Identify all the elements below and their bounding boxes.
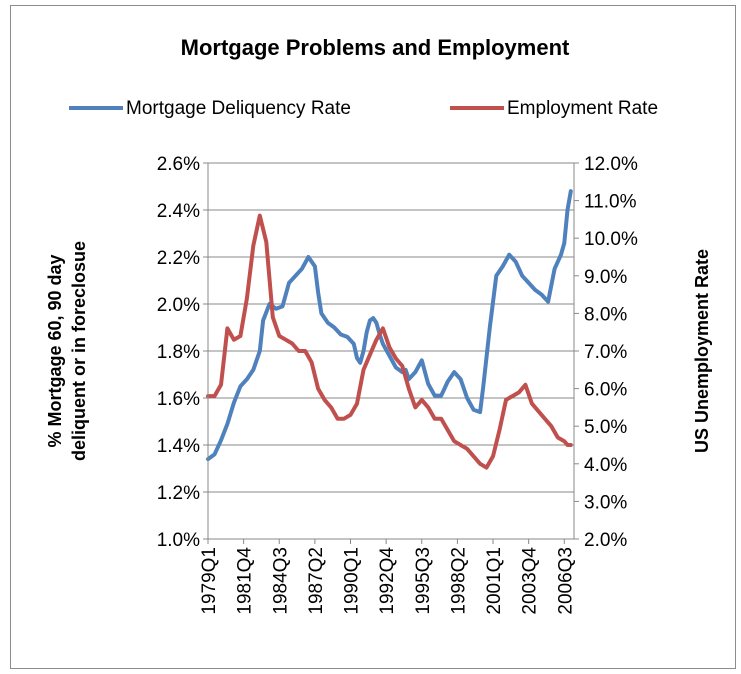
x-tick-label: 1987Q2 [306, 547, 327, 615]
x-tick-label: 2003Q4 [520, 547, 541, 615]
chart-title: Mortgage Problems and Employment [181, 35, 570, 60]
right-tick-label: 3.0% [584, 492, 627, 513]
left-tick-label: 1.6% [157, 389, 200, 410]
chart-frame: Mortgage Problems and Employment Mortgag… [10, 5, 736, 669]
left-axis-label-line1: % Mortgage 60, 90 day [45, 254, 65, 447]
series-line-mortgage [206, 189, 573, 462]
series-line-employment [206, 213, 573, 470]
x-tick-label: 1992Q4 [377, 547, 398, 615]
legend-label-mortgage: Mortgage Deliquency Rate [126, 98, 351, 119]
x-tick-label: 1998Q2 [448, 547, 469, 615]
right-tick-label: 2.0% [584, 530, 627, 551]
legend: Mortgage Deliquency Rate Employment Rate [69, 98, 658, 119]
left-tick-label: 1.2% [157, 483, 200, 504]
series-layer [206, 189, 573, 470]
left-tick-label: 2.4% [157, 201, 200, 222]
x-tick-label: 1981Q4 [235, 547, 256, 615]
right-tick-label: 7.0% [584, 342, 627, 363]
right-tick-label: 10.0% [584, 229, 638, 250]
x-tick-label: 2001Q1 [484, 547, 505, 615]
right-tick-label: 6.0% [584, 380, 627, 401]
x-tick-label: 1990Q1 [342, 547, 363, 615]
left-tick-label: 2.0% [157, 295, 200, 316]
left-tick-label: 1.8% [157, 342, 200, 363]
x-tick-label: 2006Q3 [555, 547, 576, 615]
right-axis-ticks: 2.0% 3.0% 4.0% 5.0% 6.0% 7.0% 8.0% 9.0% 10.0% 11.… [574, 154, 638, 551]
x-tick-label: 1984Q3 [270, 547, 291, 615]
left-tick-label: 2.6% [157, 154, 200, 175]
left-axis-ticks: 1.0% 1.2% 1.4% 1.6% 1.8% 2.0% 2.2% 2.4% 2.6% [157, 154, 208, 551]
x-tick-label: 1979Q1 [199, 547, 220, 615]
legend-label-employment: Employment Rate [507, 98, 658, 119]
right-tick-label: 11.0% [584, 192, 637, 213]
left-tick-label: 1.4% [157, 436, 200, 457]
x-axis-ticks: 1979Q1 1981Q4 1984Q3 1987Q2 1990Q1 1992Q4 1995… [199, 539, 576, 615]
right-tick-label: 5.0% [584, 417, 627, 438]
right-axis-label: US Unemployment Rate [692, 249, 712, 453]
left-tick-label: 2.2% [157, 248, 200, 269]
left-tick-label: 1.0% [157, 530, 200, 551]
chart-svg: Mortgage Problems and Employment Mortgag… [45, 35, 712, 615]
left-axis-label-line2: deliquent or in foreclosue [69, 241, 89, 461]
right-tick-label: 8.0% [584, 304, 627, 325]
right-tick-label: 9.0% [584, 267, 627, 288]
x-tick-label: 1995Q3 [413, 547, 434, 615]
right-tick-label: 12.0% [584, 154, 638, 175]
right-tick-label: 4.0% [584, 455, 627, 476]
